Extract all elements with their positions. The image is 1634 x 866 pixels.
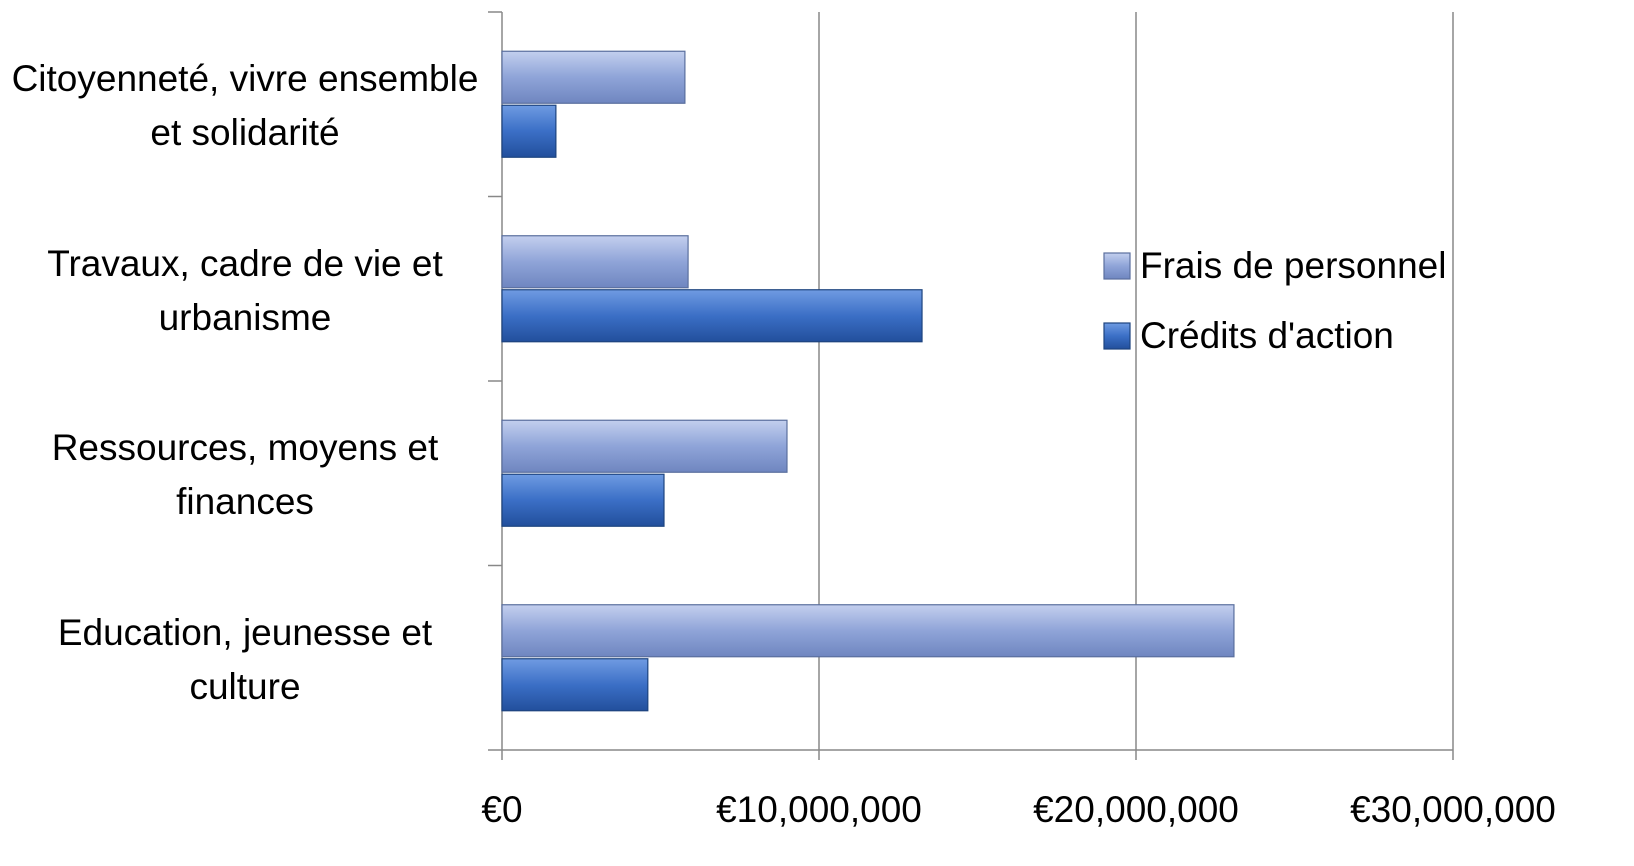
bar	[501, 658, 649, 712]
y-tick-label: Citoyenneté, vivre ensemble et solidarit…	[11, 58, 479, 154]
x-tick-label: €0	[481, 789, 522, 830]
bar	[501, 419, 788, 473]
y-tick-label: Education, jeunesse et culture	[57, 611, 433, 707]
x-tick-label: €30,000,000	[1350, 789, 1556, 830]
x-tick-label: €10,000,000	[716, 789, 922, 830]
bar	[501, 289, 923, 343]
y-tick-label: Travaux, cadre de vie et urbanisme	[47, 242, 443, 338]
legend-label: Crédits d'action	[1140, 315, 1394, 356]
y-tick-label: Ressources, moyens et finances	[51, 427, 439, 523]
x-tick-label: €20,000,000	[1033, 789, 1239, 830]
bar	[501, 473, 665, 527]
legend-swatch	[1103, 322, 1131, 350]
legend-label: Frais de personnel	[1140, 245, 1446, 286]
bar	[501, 104, 557, 158]
bar	[501, 604, 1235, 658]
legend-swatch	[1103, 252, 1131, 280]
bar	[501, 50, 686, 104]
bar	[501, 235, 689, 289]
